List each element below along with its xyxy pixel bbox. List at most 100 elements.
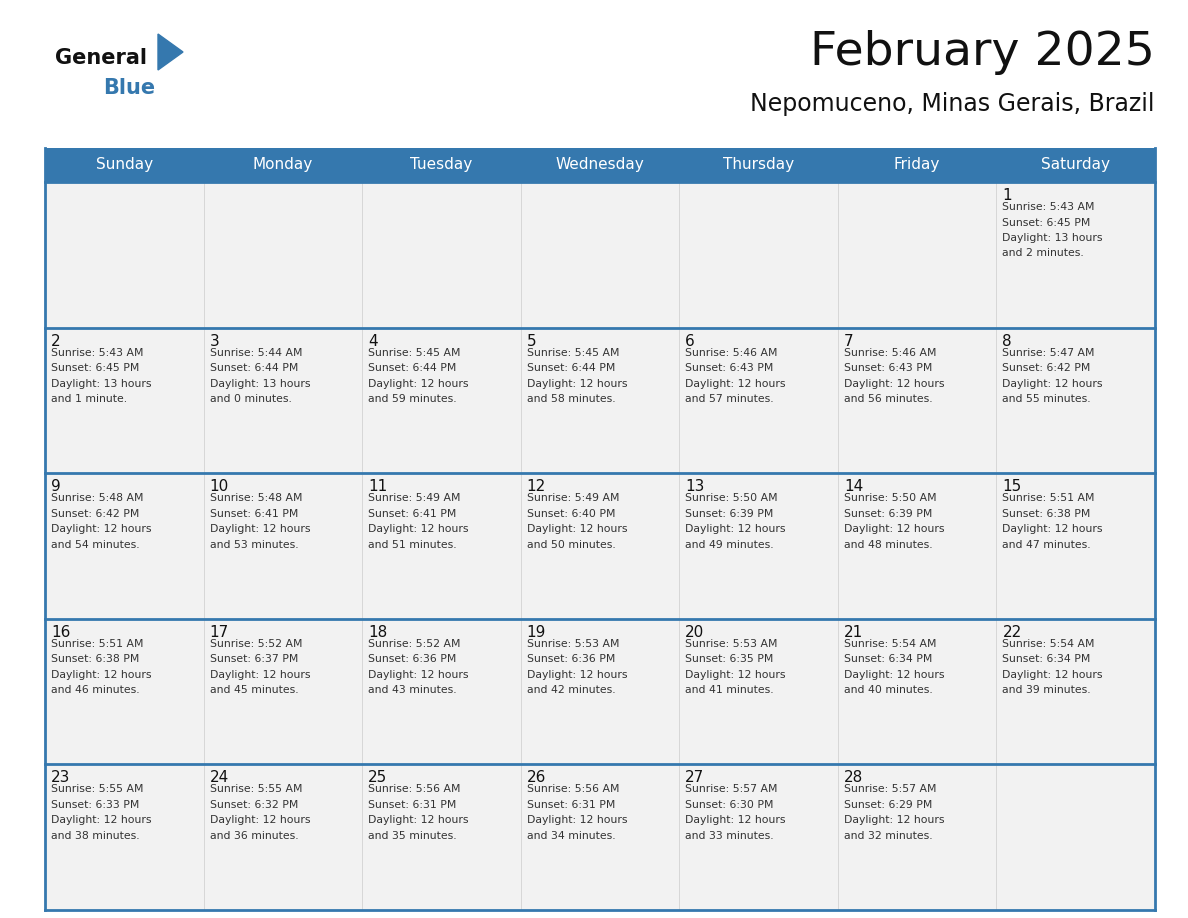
Text: 15: 15 xyxy=(1003,479,1022,494)
Text: Daylight: 12 hours: Daylight: 12 hours xyxy=(685,378,785,388)
Text: and 2 minutes.: and 2 minutes. xyxy=(1003,249,1085,259)
Text: Sunrise: 5:44 AM: Sunrise: 5:44 AM xyxy=(209,348,302,358)
Text: Sunset: 6:31 PM: Sunset: 6:31 PM xyxy=(368,800,456,810)
Text: 16: 16 xyxy=(51,625,70,640)
Text: Sunrise: 5:50 AM: Sunrise: 5:50 AM xyxy=(843,493,936,503)
Bar xyxy=(997,328,1155,473)
Text: and 58 minutes.: and 58 minutes. xyxy=(526,394,615,404)
Bar xyxy=(520,473,680,619)
Text: 3: 3 xyxy=(209,333,220,349)
Text: Blue: Blue xyxy=(103,78,156,98)
Bar xyxy=(838,328,997,473)
Text: 4: 4 xyxy=(368,333,378,349)
Bar xyxy=(997,619,1155,765)
Text: 13: 13 xyxy=(685,479,704,494)
Text: 12: 12 xyxy=(526,479,546,494)
Bar xyxy=(997,765,1155,910)
Text: Daylight: 12 hours: Daylight: 12 hours xyxy=(843,815,944,825)
Bar xyxy=(997,473,1155,619)
Bar xyxy=(680,473,838,619)
Text: and 54 minutes.: and 54 minutes. xyxy=(51,540,140,550)
Text: Daylight: 12 hours: Daylight: 12 hours xyxy=(843,524,944,534)
Bar xyxy=(203,765,362,910)
Text: and 41 minutes.: and 41 minutes. xyxy=(685,686,773,695)
Text: 27: 27 xyxy=(685,770,704,786)
Text: Daylight: 12 hours: Daylight: 12 hours xyxy=(526,815,627,825)
Text: Sunrise: 5:51 AM: Sunrise: 5:51 AM xyxy=(1003,493,1095,503)
Bar xyxy=(838,182,997,328)
Text: Daylight: 12 hours: Daylight: 12 hours xyxy=(1003,670,1102,680)
Text: Sunset: 6:30 PM: Sunset: 6:30 PM xyxy=(685,800,773,810)
Text: Sunrise: 5:56 AM: Sunrise: 5:56 AM xyxy=(368,784,461,794)
Bar xyxy=(362,182,520,328)
Text: 26: 26 xyxy=(526,770,546,786)
Text: February 2025: February 2025 xyxy=(810,30,1155,75)
Text: Sunset: 6:44 PM: Sunset: 6:44 PM xyxy=(209,364,298,373)
Text: and 39 minutes.: and 39 minutes. xyxy=(1003,686,1091,695)
Text: and 36 minutes.: and 36 minutes. xyxy=(209,831,298,841)
Text: Sunrise: 5:56 AM: Sunrise: 5:56 AM xyxy=(526,784,619,794)
Text: 17: 17 xyxy=(209,625,229,640)
Bar xyxy=(680,619,838,765)
Text: and 51 minutes.: and 51 minutes. xyxy=(368,540,456,550)
Text: Sunrise: 5:52 AM: Sunrise: 5:52 AM xyxy=(368,639,461,649)
Text: and 0 minutes.: and 0 minutes. xyxy=(209,394,291,404)
Text: Sunset: 6:44 PM: Sunset: 6:44 PM xyxy=(526,364,615,373)
Text: 21: 21 xyxy=(843,625,864,640)
Bar xyxy=(45,328,203,473)
Bar xyxy=(680,328,838,473)
Text: Daylight: 13 hours: Daylight: 13 hours xyxy=(1003,233,1102,243)
Text: Sunrise: 5:51 AM: Sunrise: 5:51 AM xyxy=(51,639,144,649)
Bar xyxy=(362,473,520,619)
Text: and 49 minutes.: and 49 minutes. xyxy=(685,540,773,550)
Text: 25: 25 xyxy=(368,770,387,786)
Text: 28: 28 xyxy=(843,770,864,786)
Text: 20: 20 xyxy=(685,625,704,640)
Bar xyxy=(680,182,838,328)
Text: Daylight: 12 hours: Daylight: 12 hours xyxy=(209,815,310,825)
Bar xyxy=(203,619,362,765)
Text: Daylight: 12 hours: Daylight: 12 hours xyxy=(843,670,944,680)
Text: Sunrise: 5:57 AM: Sunrise: 5:57 AM xyxy=(685,784,778,794)
Text: Sunrise: 5:48 AM: Sunrise: 5:48 AM xyxy=(51,493,144,503)
Text: Sunrise: 5:43 AM: Sunrise: 5:43 AM xyxy=(51,348,144,358)
Bar xyxy=(45,148,203,182)
Bar xyxy=(520,765,680,910)
Text: Daylight: 12 hours: Daylight: 12 hours xyxy=(1003,524,1102,534)
Text: Sunset: 6:41 PM: Sunset: 6:41 PM xyxy=(368,509,456,519)
Text: and 50 minutes.: and 50 minutes. xyxy=(526,540,615,550)
Text: and 43 minutes.: and 43 minutes. xyxy=(368,686,456,695)
Text: Daylight: 12 hours: Daylight: 12 hours xyxy=(843,378,944,388)
Text: and 45 minutes.: and 45 minutes. xyxy=(209,686,298,695)
Text: Daylight: 12 hours: Daylight: 12 hours xyxy=(209,524,310,534)
Bar xyxy=(680,765,838,910)
Text: and 47 minutes.: and 47 minutes. xyxy=(1003,540,1091,550)
Text: Sunrise: 5:45 AM: Sunrise: 5:45 AM xyxy=(368,348,461,358)
Bar xyxy=(520,182,680,328)
Text: Sunset: 6:39 PM: Sunset: 6:39 PM xyxy=(843,509,933,519)
Text: 7: 7 xyxy=(843,333,853,349)
Text: Daylight: 12 hours: Daylight: 12 hours xyxy=(51,670,152,680)
Bar xyxy=(520,148,680,182)
Text: 2: 2 xyxy=(51,333,61,349)
Text: and 57 minutes.: and 57 minutes. xyxy=(685,394,773,404)
Text: Sunset: 6:38 PM: Sunset: 6:38 PM xyxy=(1003,509,1091,519)
Text: Sunrise: 5:53 AM: Sunrise: 5:53 AM xyxy=(685,639,778,649)
Text: and 32 minutes.: and 32 minutes. xyxy=(843,831,933,841)
Text: Sunrise: 5:49 AM: Sunrise: 5:49 AM xyxy=(368,493,461,503)
Text: Sunset: 6:36 PM: Sunset: 6:36 PM xyxy=(368,655,456,665)
Text: Sunset: 6:45 PM: Sunset: 6:45 PM xyxy=(1003,218,1091,228)
Text: Sunset: 6:42 PM: Sunset: 6:42 PM xyxy=(51,509,139,519)
Text: and 53 minutes.: and 53 minutes. xyxy=(209,540,298,550)
Text: Sunset: 6:40 PM: Sunset: 6:40 PM xyxy=(526,509,615,519)
Text: Sunrise: 5:46 AM: Sunrise: 5:46 AM xyxy=(685,348,778,358)
Text: Sunset: 6:42 PM: Sunset: 6:42 PM xyxy=(1003,364,1091,373)
Text: Sunrise: 5:57 AM: Sunrise: 5:57 AM xyxy=(843,784,936,794)
Text: Tuesday: Tuesday xyxy=(410,158,473,173)
Text: Sunset: 6:37 PM: Sunset: 6:37 PM xyxy=(209,655,298,665)
Text: Daylight: 12 hours: Daylight: 12 hours xyxy=(368,378,468,388)
Text: Daylight: 12 hours: Daylight: 12 hours xyxy=(368,815,468,825)
Bar xyxy=(45,765,203,910)
Text: Sunset: 6:29 PM: Sunset: 6:29 PM xyxy=(843,800,933,810)
Bar xyxy=(203,182,362,328)
